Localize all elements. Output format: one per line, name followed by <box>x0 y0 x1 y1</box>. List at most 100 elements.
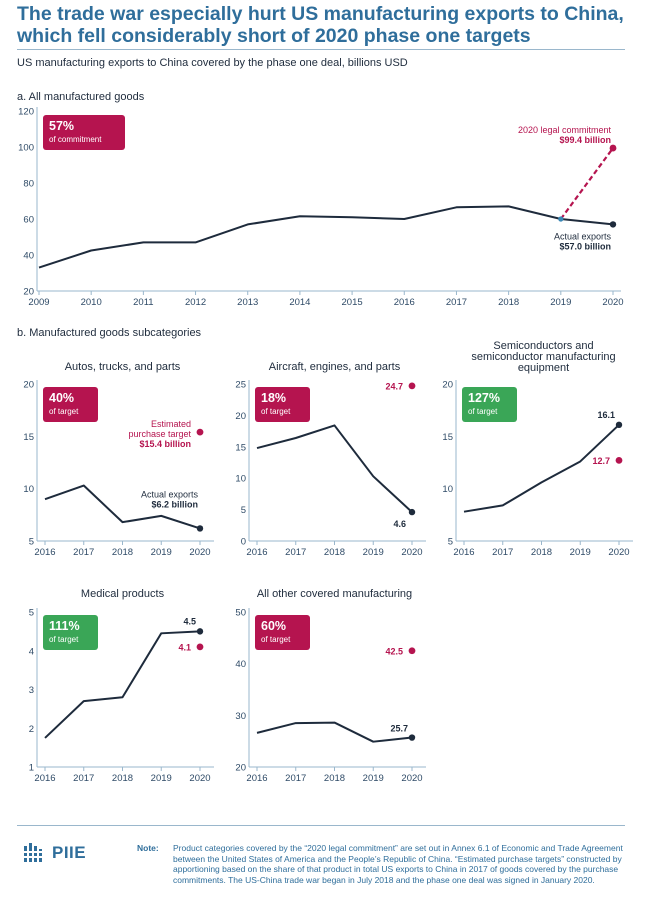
medical-x-tick-label: 2019 <box>151 773 172 784</box>
autos-panel-title: Autos, trucks, and parts <box>65 361 181 373</box>
other-x-tick-label: 2019 <box>363 773 384 784</box>
other-target-point <box>408 647 416 655</box>
semis-target-point <box>615 457 623 464</box>
medical-y-tick-label: 2 <box>29 724 34 735</box>
all-y-tick-label: 40 <box>23 251 34 262</box>
aircraft-x-tick-label: 2016 <box>246 547 267 558</box>
semis-badge <box>462 387 517 422</box>
medical-badge-percent: 111% <box>49 619 80 633</box>
aircraft-x-tick-label: 2020 <box>401 547 422 558</box>
all-y-tick-label: 100 <box>18 143 34 154</box>
autos-x-tick-label: 2017 <box>73 547 94 558</box>
aircraft-x-tick-label: 2018 <box>324 547 345 558</box>
autos-y-tick-label: 15 <box>23 432 34 443</box>
aircraft-target-value-label: 24.7 <box>385 381 403 391</box>
aircraft-actual-endpoint <box>408 508 416 516</box>
charts-canvas: a. All manufactured goods b. Manufacture… <box>17 91 633 784</box>
semis-actual-endpoint <box>615 421 623 429</box>
all-actual-value: $57.0 billion <box>559 241 611 251</box>
autos-actual-value: $6.2 billion <box>151 499 198 509</box>
all-y-tick-label: 80 <box>23 179 34 190</box>
all-target-start-point <box>558 216 564 222</box>
medical-actual-series-line <box>44 630 201 739</box>
autos-target-value: $15.4 billion <box>139 439 191 449</box>
semis-x-tick-label: 2018 <box>531 547 552 558</box>
aircraft-y-tick-label: 20 <box>235 411 246 422</box>
other-y-tick-label: 20 <box>235 763 246 774</box>
piie-logo-text: PIIE <box>52 843 87 862</box>
all-x-tick-label: 2015 <box>342 297 363 308</box>
semis-x-tick-label: 2016 <box>453 547 474 558</box>
semis-x-tick-label: 2017 <box>492 547 513 558</box>
medical-panel-title: Medical products <box>81 588 165 600</box>
all-x-tick-label: 2011 <box>133 297 153 308</box>
aircraft-badge <box>255 387 310 422</box>
all-x-tick-label: 2014 <box>289 297 310 308</box>
autos-badge-caption: of target <box>49 407 79 416</box>
section-b-label: b. Manufactured goods subcategories <box>17 327 202 339</box>
all-badge <box>43 115 125 150</box>
all-y-tick-label: 120 <box>18 107 34 118</box>
title-divider <box>17 49 625 50</box>
all-x-tick-label: 2019 <box>550 297 571 308</box>
all-x-tick-label: 2020 <box>602 297 623 308</box>
all-badge-caption: of commitment <box>49 135 102 144</box>
aircraft-actual-value-label: 4.6 <box>393 519 406 529</box>
semis-x-tick-label: 2020 <box>608 547 629 558</box>
aircraft-y-tick-label: 5 <box>241 505 246 516</box>
aircraft-x-tick-label: 2017 <box>285 547 306 558</box>
medical-badge-caption: of target <box>49 635 79 644</box>
medical-y-tick-label: 3 <box>29 685 34 696</box>
aircraft-badge-caption: of target <box>261 407 291 416</box>
all-x-tick-label: 2012 <box>185 297 206 308</box>
other-x-tick-label: 2018 <box>324 773 345 784</box>
all-target-label: 2020 legal commitment <box>518 125 612 135</box>
other-y-tick-label: 30 <box>235 711 246 722</box>
other-y-tick-label: 50 <box>235 608 246 619</box>
aircraft-y-tick-label: 15 <box>235 442 246 453</box>
aircraft-y-tick-label: 25 <box>235 380 246 391</box>
medical-target-value-label: 4.1 <box>178 642 191 652</box>
all-x-tick-label: 2017 <box>446 297 467 308</box>
semis-y-tick-label: 15 <box>442 432 453 443</box>
other-y-tick-label: 40 <box>235 659 246 670</box>
semis-panel-title-line: Semiconductors and <box>493 340 593 352</box>
autos-x-tick-label: 2019 <box>151 547 172 558</box>
all-target-value: $99.4 billion <box>559 135 611 145</box>
all-actual-label: Actual exports <box>554 231 612 241</box>
autos-y-tick-label: 10 <box>23 484 34 495</box>
medical-actual-value-label: 4.5 <box>183 616 196 626</box>
aircraft-y-tick-label: 10 <box>235 474 246 485</box>
other-actual-value-label: 25.7 <box>390 724 408 734</box>
autos-x-tick-label: 2020 <box>189 547 210 558</box>
all-y-tick-label: 60 <box>23 215 34 226</box>
semis-panel-title-line: equipment <box>518 362 569 374</box>
all-y-tick-label: 20 <box>23 287 34 298</box>
medical-target-point <box>196 643 204 651</box>
semis-y-tick-label: 20 <box>442 380 453 391</box>
other-actual-series-line <box>256 721 413 743</box>
semis-y-tick-label: 5 <box>448 537 453 548</box>
aircraft-badge-percent: 18% <box>261 391 286 405</box>
all-target-point <box>609 144 617 152</box>
aircraft-panel-title: Aircraft, engines, and parts <box>269 361 401 373</box>
autos-actual-series-line <box>44 484 201 530</box>
piie-logo-icon <box>22 843 45 862</box>
footer-divider <box>17 825 625 826</box>
other-actual-endpoint <box>408 734 416 741</box>
chart-subtitle: US manufacturing exports to China covere… <box>17 57 408 69</box>
other-target-value-label: 42.5 <box>385 646 403 656</box>
note-label: Note: <box>137 843 159 853</box>
other-x-tick-label: 2020 <box>401 773 422 784</box>
semis-actual-series-line <box>463 424 620 513</box>
medical-y-tick-label: 4 <box>29 646 34 657</box>
all-badge-percent: 57% <box>49 119 74 133</box>
semis-target-value-label: 12.7 <box>592 456 610 466</box>
all-x-tick-label: 2009 <box>28 297 49 308</box>
autos-actual-label: Actual exports <box>141 489 199 499</box>
other-badge <box>255 615 310 650</box>
all-target-line <box>559 147 614 220</box>
other-x-tick-label: 2017 <box>285 773 306 784</box>
semis-y-tick-label: 10 <box>442 484 453 495</box>
piie-logo: PIIE <box>22 842 86 864</box>
